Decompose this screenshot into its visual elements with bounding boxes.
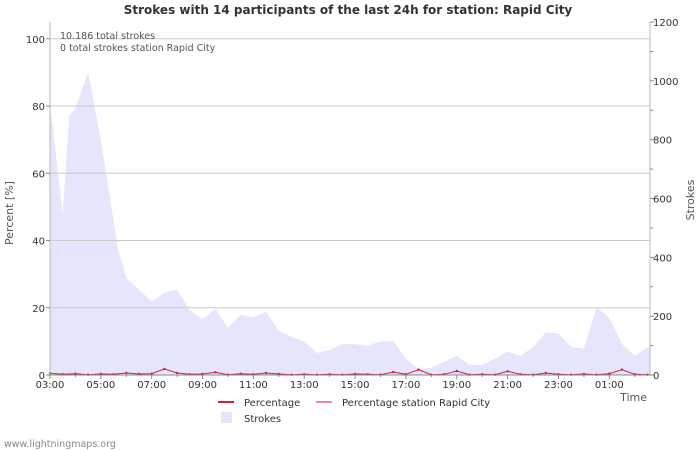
chart-title: Strokes with 14 participants of the last…	[124, 3, 573, 17]
percentage-point	[417, 368, 420, 371]
percentage-point	[175, 371, 179, 375]
right-y-ticks: 0 200 400 600 800 1000 1200	[650, 18, 678, 382]
percentage-point	[214, 371, 217, 374]
percentage-point	[150, 372, 153, 375]
right-tick-label: 1200	[653, 18, 678, 29]
right-tick-label: 400	[653, 253, 672, 264]
gridlines	[50, 38, 650, 309]
left-tick-label: 80	[32, 102, 45, 113]
left-tick-label: 40	[32, 237, 45, 248]
right-tick-label: 600	[653, 195, 672, 206]
left-axis-label: Percent [%]	[3, 181, 16, 245]
x-axis-label: Time	[619, 391, 647, 404]
legend-label-strokes: Strokes	[244, 414, 281, 425]
x-tick-label: 13:00	[290, 380, 319, 391]
x-tick-label: 21:00	[493, 380, 522, 391]
percentage-point	[608, 372, 611, 375]
right-tick-label: 1000	[653, 77, 678, 88]
x-tick-label: 05:00	[86, 380, 115, 391]
x-tick-label: 19:00	[442, 380, 471, 391]
footer-credit: www.lightningmaps.org	[4, 439, 116, 450]
right-tick-label: 0	[653, 371, 659, 382]
left-tick-label: 100	[26, 35, 45, 46]
percentage-point	[125, 371, 128, 375]
percentage-point	[620, 368, 624, 371]
annotation-total-strokes: 10.186 total strokes	[60, 31, 155, 42]
percentage-point	[506, 370, 509, 373]
left-tick-label: 60	[32, 169, 45, 180]
x-ticks: 03:00 05:00 07:00 09:00 11:00 13:00 15:00 17:00…	[36, 375, 636, 391]
right-axis-label: Strokes	[684, 179, 697, 220]
percentage-point	[163, 367, 166, 371]
legend-label-percentage-station: Percentage station Rapid City	[342, 398, 490, 409]
plot-area	[48, 22, 651, 376]
left-y-ticks: 0 20 40 60 80 100	[26, 35, 50, 382]
x-tick-label: 11:00	[239, 380, 268, 391]
left-tick-label: 0	[39, 371, 45, 382]
percentage-line	[49, 368, 648, 376]
legend-label-percentage: Percentage	[244, 398, 300, 409]
left-tick-label: 20	[32, 304, 45, 315]
percentage-point	[239, 372, 242, 375]
percentage-point	[264, 371, 268, 375]
percentage-point	[392, 370, 395, 374]
percentage-point	[544, 371, 547, 375]
x-tick-label: 23:00	[544, 380, 573, 391]
annotation-station-strokes: 0 total strokes station Rapid City	[60, 43, 216, 54]
strokes-area	[50, 72, 650, 375]
x-tick-label: 09:00	[188, 380, 217, 391]
right-tick-label: 200	[653, 312, 672, 323]
x-tick-label: 15:00	[341, 380, 370, 391]
x-tick-label: 03:00	[36, 380, 65, 391]
x-tick-label: 07:00	[137, 380, 166, 391]
percentage-point	[455, 369, 458, 373]
legend: Percentage Percentage station Rapid City…	[218, 398, 490, 425]
percentage-point	[74, 372, 77, 375]
x-tick-label: 17:00	[392, 380, 421, 391]
x-tick-label: 01:00	[595, 380, 624, 391]
right-tick-label: 800	[653, 136, 672, 147]
legend-swatch-strokes	[221, 412, 232, 423]
